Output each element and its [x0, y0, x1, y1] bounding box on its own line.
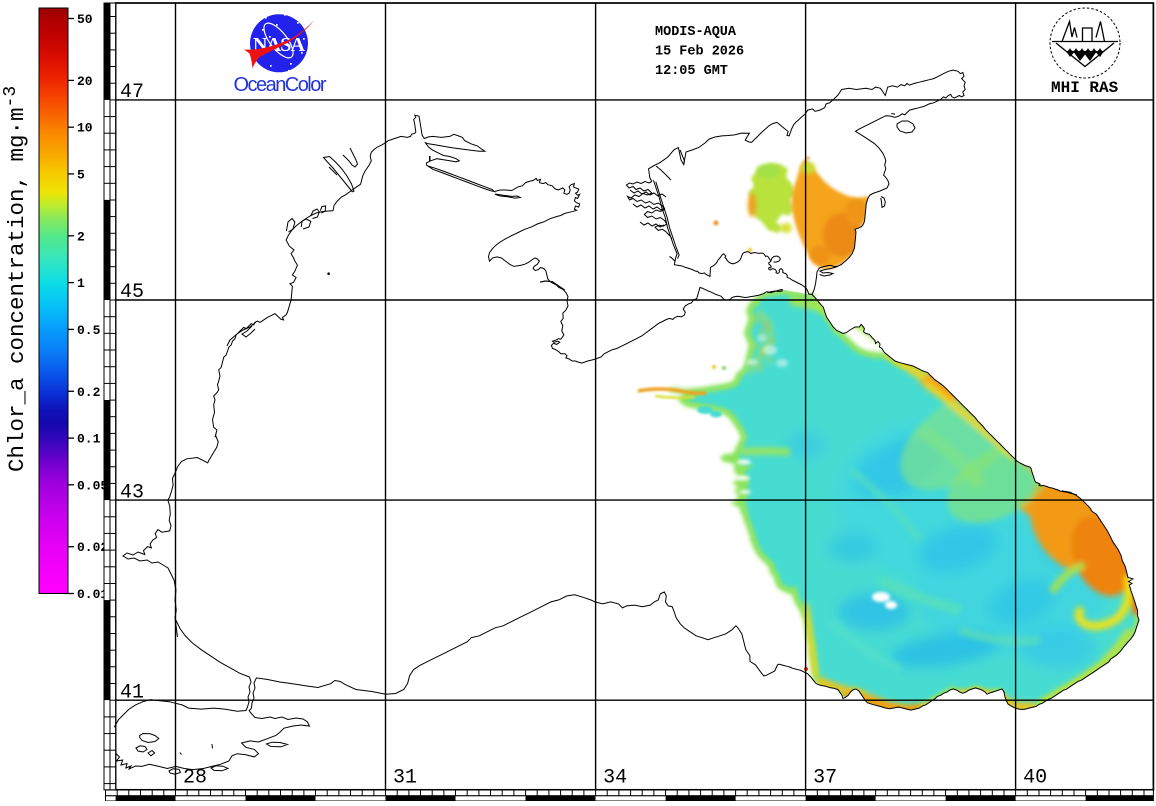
svg-text:10: 10: [77, 121, 93, 136]
svg-text:Chlor_a concentration, mg·m-3: Chlor_a concentration, mg·m-3: [1, 86, 30, 472]
svg-text:0.1: 0.1: [77, 432, 101, 447]
svg-text:0.2: 0.2: [77, 385, 101, 400]
svg-text:0.02: 0.02: [77, 540, 108, 555]
svg-text:12:05 GMT: 12:05 GMT: [655, 64, 728, 79]
svg-text:MHI RAS: MHI RAS: [1051, 79, 1119, 97]
svg-text:0.05: 0.05: [77, 478, 108, 493]
svg-text:28: 28: [183, 767, 207, 790]
svg-text:20: 20: [77, 74, 93, 89]
svg-text:43: 43: [120, 481, 144, 504]
svg-text:34: 34: [603, 767, 627, 790]
svg-text:0.01: 0.01: [77, 587, 108, 602]
svg-text:45: 45: [120, 281, 144, 304]
svg-text:OceanColor: OceanColor: [234, 74, 327, 96]
svg-text:31: 31: [393, 767, 417, 790]
svg-text:37: 37: [813, 767, 837, 790]
svg-text:1: 1: [77, 276, 85, 291]
svg-text:41: 41: [120, 681, 144, 704]
svg-text:5: 5: [77, 167, 85, 182]
svg-text:47: 47: [120, 81, 144, 104]
svg-text:50: 50: [77, 12, 93, 27]
svg-text:15 Feb 2026: 15 Feb 2026: [655, 45, 744, 60]
svg-text:MODIS-AQUA: MODIS-AQUA: [655, 25, 737, 40]
svg-text:0.5: 0.5: [77, 323, 101, 338]
svg-text:2: 2: [77, 229, 85, 244]
svg-text:40: 40: [1023, 767, 1047, 790]
